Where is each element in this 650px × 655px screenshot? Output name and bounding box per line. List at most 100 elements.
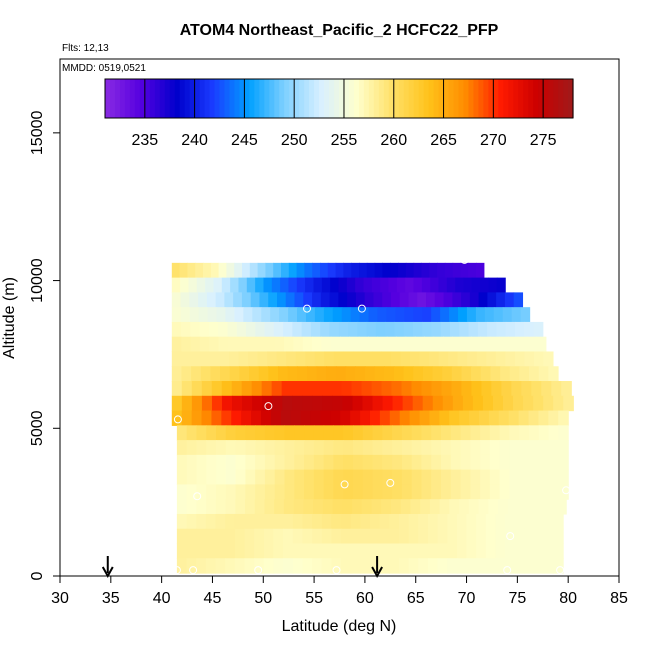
heatmap-cell: [551, 381, 562, 397]
colorbar-segment: [358, 79, 365, 118]
heatmap-cell: [495, 513, 506, 530]
heatmap-cell: [235, 469, 246, 486]
heatmap-cell: [283, 499, 295, 515]
heatmap-cell: [362, 469, 374, 486]
heatmap-cell: [478, 499, 489, 515]
heatmap-cell: [313, 469, 325, 486]
heatmap-cell: [461, 366, 472, 382]
heatmap-cell: [496, 292, 506, 308]
heatmap-cell: [276, 292, 287, 308]
heatmap-cell: [264, 440, 276, 456]
heatmap-cell: [382, 484, 393, 500]
heatmap-cell: [187, 262, 196, 279]
heatmap-cell: [171, 381, 183, 397]
heatmap-cell: [458, 307, 468, 323]
heatmap-cell: [244, 528, 255, 545]
heatmap-cell: [411, 484, 423, 500]
heatmap-cell: [225, 425, 237, 441]
sample-point: [556, 566, 565, 575]
x-tick-label: 40: [153, 590, 171, 607]
heatmap-cell: [251, 381, 263, 397]
colorbar-segment: [488, 79, 494, 118]
heatmap-cell: [509, 484, 520, 500]
heatmap-cell: [392, 484, 403, 500]
heatmap-cell: [216, 307, 227, 323]
heatmap-cell: [450, 321, 460, 338]
heatmap-cell: [518, 410, 530, 426]
heatmap-cell: [288, 307, 298, 323]
heatmap-cell: [341, 381, 353, 397]
heatmap-cell: [225, 513, 236, 530]
heatmap-cell: [496, 277, 506, 293]
heatmap-cell: [254, 499, 266, 515]
heatmap-cell: [440, 307, 450, 323]
heatmap-cell: [255, 440, 266, 456]
heatmap-cell: [285, 292, 296, 308]
heatmap-cell: [553, 513, 564, 530]
heatmap-cell: [180, 307, 191, 323]
heatmap-cell: [312, 528, 323, 545]
heatmap-cell: [480, 366, 492, 382]
heatmap-cell: [219, 351, 230, 367]
heatmap-cell: [297, 307, 307, 323]
heatmap-cell: [410, 351, 421, 367]
heatmap-cell: [225, 440, 237, 456]
heatmap-cell: [531, 381, 542, 397]
colorbar-segment: [114, 79, 121, 118]
heatmap-cell: [355, 366, 366, 382]
heatmap-cell: [206, 440, 217, 456]
heatmap-cell: [198, 307, 209, 323]
heatmap-cell: [338, 321, 349, 338]
heatmap-cell: [225, 307, 235, 323]
heatmap-cell: [200, 351, 211, 367]
heatmap-cell: [514, 558, 526, 574]
heatmap-cell: [462, 395, 474, 412]
heatmap-cell: [221, 410, 232, 426]
heatmap-cell: [321, 558, 332, 574]
colorbar-segment: [343, 79, 350, 118]
heatmap-cell: [246, 277, 256, 293]
x-axis: 30 35 40 45 50 55 60 65 70 75 80 85: [51, 576, 628, 607]
heatmap-cell: [359, 262, 368, 279]
heatmap-cell: [221, 381, 233, 397]
heatmap-cell: [203, 262, 212, 279]
heatmap-cell: [375, 321, 386, 338]
heatmap-cell: [523, 395, 534, 412]
heatmap-cell: [508, 336, 519, 353]
heatmap-cell: [471, 336, 481, 353]
colorbar-segment: [548, 79, 554, 118]
heatmap-cell: [450, 454, 462, 471]
heatmap-cell: [313, 440, 325, 456]
heatmap-cell: [257, 351, 268, 367]
heatmap-cell: [198, 292, 208, 308]
heatmap-cell: [469, 410, 480, 426]
colorbar-segment: [393, 79, 400, 118]
heatmap-cell: [371, 381, 383, 397]
heatmap-cell: [294, 292, 304, 308]
heatmap-cell: [181, 410, 193, 426]
heatmap-cell: [348, 321, 358, 338]
heatmap-cell: [300, 410, 312, 426]
heatmap-cell: [312, 262, 321, 279]
heatmap-cell: [418, 528, 429, 545]
heatmap-cell: [350, 513, 361, 530]
colorbar-segment: [224, 79, 231, 118]
heatmap-cell: [509, 366, 520, 382]
heatmap-cell: [283, 528, 294, 545]
heatmap-cell: [411, 454, 423, 471]
heatmap-cell: [452, 336, 463, 353]
heatmap-cell: [502, 307, 513, 323]
heatmap-cell: [393, 366, 405, 382]
colorbar-segment: [169, 79, 176, 118]
heatmap-cell: [471, 277, 481, 293]
heatmap-cell: [350, 307, 361, 323]
heatmap-cell: [201, 381, 213, 397]
heatmap-cell: [558, 469, 569, 486]
heatmap-cell: [538, 366, 549, 382]
heatmap-cell: [469, 292, 480, 308]
heatmap-cell: [231, 381, 243, 397]
colorbar-segment: [538, 79, 544, 118]
colorbar-segment: [254, 79, 260, 118]
heatmap-cell: [561, 381, 572, 397]
heatmap-cell: [466, 528, 477, 545]
